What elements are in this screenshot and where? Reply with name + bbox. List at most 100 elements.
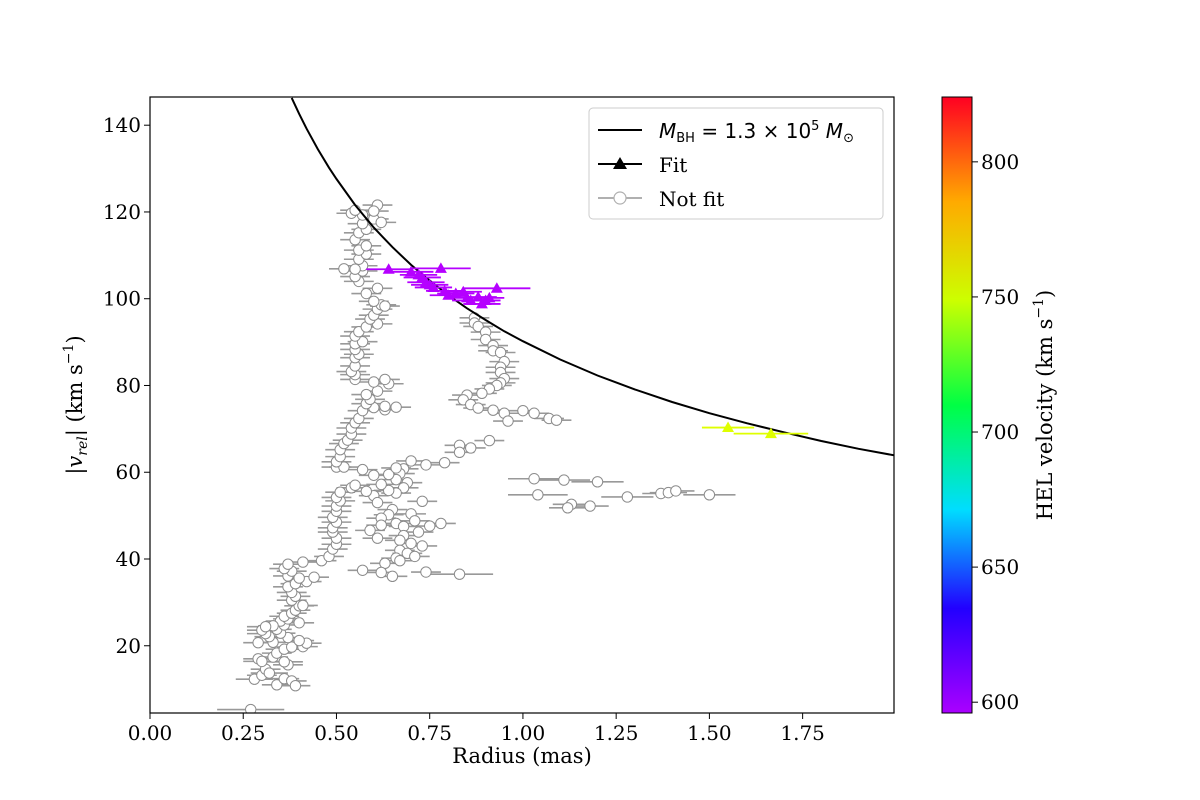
notfit-point xyxy=(382,484,395,497)
notfit-point xyxy=(375,216,387,229)
notfit-point xyxy=(479,333,492,346)
notfit-point xyxy=(368,205,380,217)
colorbar-title: HEL velocity (km s−1) xyxy=(1031,290,1057,521)
notfit-point xyxy=(472,402,484,414)
y-tick-label: 120 xyxy=(103,200,141,224)
notfit-point xyxy=(476,387,488,399)
notfit-point xyxy=(382,468,395,481)
notfit-point xyxy=(394,555,406,567)
notfit-point xyxy=(394,534,406,547)
notfit-point xyxy=(371,496,384,509)
x-tick-label: 0.75 xyxy=(407,721,452,745)
notfit-point xyxy=(371,282,384,295)
notfit-point xyxy=(584,500,596,512)
notfit-point xyxy=(409,550,421,563)
fit-point xyxy=(382,263,395,274)
notfit-point xyxy=(390,462,402,474)
legend-triangle-icon xyxy=(613,157,627,169)
notfit-point xyxy=(368,295,380,308)
fit-point xyxy=(722,421,735,433)
x-axis-title: Radius (mas) xyxy=(452,744,592,768)
notfit-point xyxy=(375,566,387,579)
colorbar-tick-label: 750 xyxy=(981,285,1019,309)
notfit-point xyxy=(550,414,563,426)
notfit-point xyxy=(282,558,294,570)
notfit-point xyxy=(349,263,361,275)
fit-point xyxy=(764,427,777,439)
notfit-point xyxy=(420,459,432,471)
notfit-point xyxy=(561,502,574,514)
notfit-point xyxy=(289,679,302,692)
legend-label-model: MBH = 1.3 × 105 M⊙ xyxy=(659,119,854,146)
notfit-point xyxy=(532,489,544,501)
notfit-point xyxy=(360,240,373,252)
legend-label-fit: Fit xyxy=(659,153,687,177)
colorbar xyxy=(941,96,973,714)
notfit-point xyxy=(438,456,451,469)
notfit-point xyxy=(256,655,268,668)
notfit-point xyxy=(558,474,570,486)
notfit-point xyxy=(271,679,283,691)
notfit-point xyxy=(286,641,298,653)
notfit-point xyxy=(293,634,305,647)
notfit-point xyxy=(263,667,276,679)
plot-frame xyxy=(149,96,895,714)
y-tick-label: 140 xyxy=(103,113,141,137)
y-tick-label: 40 xyxy=(116,547,141,571)
colorbar-tick-label: 700 xyxy=(981,420,1019,444)
notfit-point xyxy=(297,556,309,568)
notfit-point xyxy=(670,485,682,497)
notfit-point xyxy=(416,495,428,508)
y-tick-label: 80 xyxy=(116,373,141,397)
notfit-point xyxy=(390,401,402,413)
notfit-point xyxy=(528,407,540,419)
colorbar-tick-label: 800 xyxy=(981,150,1019,174)
legend: MBH = 1.3 × 105 M⊙ Fit Not fit xyxy=(588,107,884,220)
notfit-point xyxy=(278,656,290,668)
y-tick-label: 100 xyxy=(103,287,141,311)
notfit-point xyxy=(360,485,373,498)
notfit-point xyxy=(356,564,369,576)
y-tick-label: 60 xyxy=(116,460,141,484)
x-tick-label: 1.75 xyxy=(780,721,825,745)
notfit-point xyxy=(349,479,361,491)
y-axis-title: |vrel| (km s−1) xyxy=(61,335,91,474)
notfit-point xyxy=(356,335,369,348)
notfit-point xyxy=(364,524,376,537)
notfit-point xyxy=(453,568,466,580)
notfit-point xyxy=(379,400,391,413)
notfit-point xyxy=(244,703,257,713)
fit-point xyxy=(427,281,440,292)
notfit-point xyxy=(356,463,369,476)
notfit-point xyxy=(360,287,373,300)
notfit-point xyxy=(472,320,484,333)
legend-label-notfit: Not fit xyxy=(659,187,724,211)
notfit-point xyxy=(435,517,447,530)
legend-circle-icon xyxy=(613,191,627,205)
notfit-point xyxy=(423,520,436,532)
notfit-point xyxy=(338,263,350,275)
notfit-point xyxy=(405,537,417,550)
x-tick-label: 1.25 xyxy=(594,721,639,745)
notfit-point xyxy=(371,532,384,544)
notfit-point xyxy=(420,566,432,578)
notfit-point xyxy=(412,526,425,538)
fit-point xyxy=(464,294,477,305)
fit-point xyxy=(434,262,447,273)
notfit-point xyxy=(368,376,380,388)
x-tick-label: 0.50 xyxy=(314,721,359,745)
x-tick-label: 0.25 xyxy=(221,721,266,745)
notfit-point xyxy=(416,540,428,552)
notfit-point xyxy=(621,491,634,503)
notfit-point xyxy=(259,620,272,633)
notfit-point xyxy=(252,637,264,649)
notfit-point xyxy=(308,571,320,583)
notfit-point xyxy=(502,415,514,427)
notfit-point xyxy=(453,446,466,458)
fit-point xyxy=(405,265,418,277)
notfit-point xyxy=(375,478,387,491)
x-tick-label: 1.50 xyxy=(687,721,732,745)
notfit-point xyxy=(375,519,387,531)
notfit-point xyxy=(297,599,309,612)
